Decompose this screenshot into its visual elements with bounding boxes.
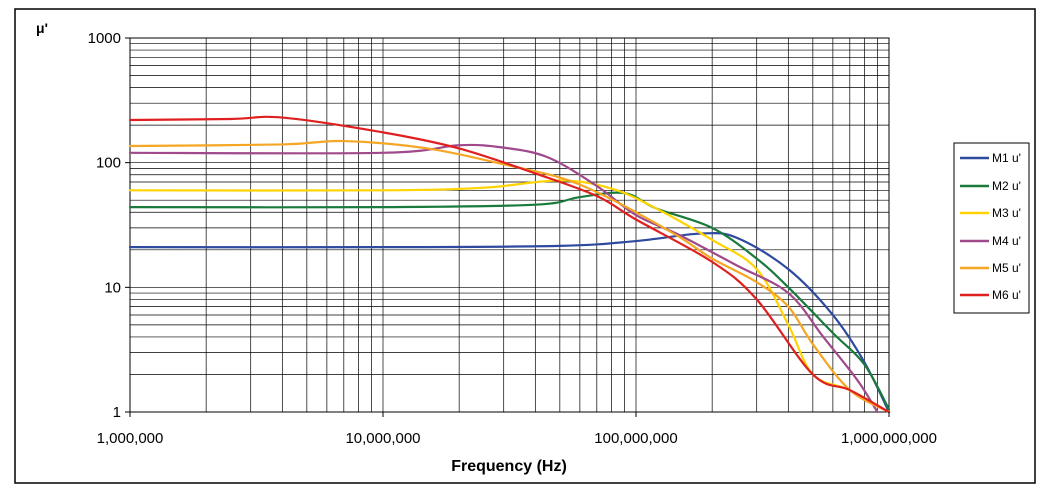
x-axis-label: Frequency (Hz)	[451, 458, 567, 475]
y-tick-label: 1000	[88, 30, 121, 47]
x-axis-tick-labels: 1,000,000 10,000,000 100,000,000 1,000,000,…	[97, 412, 937, 447]
legend-box	[953, 142, 1030, 314]
y-axis-label: μ'	[36, 20, 48, 36]
x-tick-label: 100,000,000	[594, 430, 677, 447]
legend-label-m5: M5 u'	[992, 261, 1021, 275]
legend-label-m2: M2 u'	[992, 179, 1021, 193]
legend-label-m3: M3 u'	[992, 206, 1021, 220]
x-tick-label: 1,000,000,000	[841, 430, 937, 447]
grid-lines	[130, 38, 889, 412]
y-tick-label: 1	[113, 404, 121, 421]
series-line-m6	[128, 115, 891, 414]
legend-label-m1: M1 u'	[992, 151, 1021, 165]
series-lines	[128, 115, 891, 414]
legend-label-m4: M4 u'	[992, 234, 1021, 248]
plot-area-border	[129, 37, 890, 413]
x-tick-label: 10,000,000	[345, 430, 420, 447]
y-axis-tick-labels: 1 10 100 1000	[88, 30, 130, 421]
x-tick-label: 1,000,000	[97, 430, 164, 447]
series-line-m1	[128, 231, 891, 414]
legend: M1 u' M2 u' M3 u' M4 u' M5 u' M6 u'	[953, 142, 1030, 314]
series-line-m5	[128, 139, 891, 414]
y-tick-label: 10	[104, 279, 121, 296]
legend-label-m6: M6 u'	[992, 288, 1021, 302]
y-tick-label: 100	[96, 155, 121, 172]
